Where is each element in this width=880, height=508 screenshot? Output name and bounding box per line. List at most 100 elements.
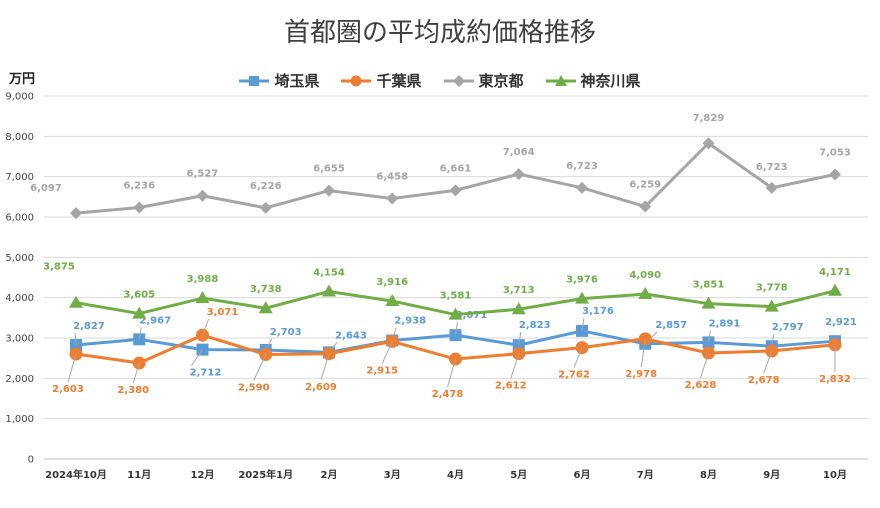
- data-label-leader: [67, 353, 77, 383]
- data-label: 2,938: [394, 316, 426, 327]
- data-label: 3,778: [756, 283, 788, 294]
- data-label-leader: [320, 353, 330, 380]
- data-point-marker: [638, 287, 653, 300]
- data-label: 2,827: [73, 321, 105, 332]
- data-label: 6,226: [250, 181, 282, 192]
- legend-label-saitama: 埼玉県: [274, 72, 320, 90]
- data-label: 6,661: [440, 163, 472, 174]
- data-label: 6,723: [566, 161, 598, 172]
- y-tick-label: 8,000: [5, 132, 34, 143]
- x-tick-label: 9月: [763, 469, 780, 481]
- legend: 埼玉県 千葉県 東京都 神奈川県: [0, 70, 880, 91]
- data-label: 2,628: [685, 380, 717, 391]
- x-tick-label: 2024年10月: [45, 468, 107, 481]
- data-point-marker: [764, 299, 779, 312]
- data-label: 2,712: [190, 368, 222, 379]
- data-label: 3,713: [503, 285, 535, 296]
- data-label: 3,875: [43, 262, 75, 273]
- y-tick-label: 5,000: [5, 253, 34, 264]
- chart-title: 首都圏の平均成約価格推移: [283, 18, 596, 48]
- legend-item-tokyo: 東京都: [443, 70, 524, 91]
- x-tick-label: 6月: [574, 469, 591, 481]
- data-point-marker: [829, 168, 841, 181]
- data-point-marker: [512, 168, 525, 181]
- x-tick-label: 8月: [700, 469, 717, 481]
- data-label: 6,097: [30, 183, 62, 194]
- data-point-marker: [702, 137, 715, 150]
- data-point-marker: [385, 294, 400, 307]
- data-label: 2,797: [772, 322, 804, 333]
- data-label-leader: [763, 350, 773, 374]
- data-point-marker: [448, 307, 463, 320]
- data-label-leader: [518, 332, 522, 346]
- data-point-marker: [575, 291, 589, 304]
- y-tick-label: 6,000: [5, 213, 34, 224]
- data-label: 6,723: [756, 162, 788, 173]
- data-label: 3,851: [693, 280, 725, 291]
- data-label-leader: [700, 352, 709, 379]
- x-tick-label: 4月: [447, 469, 464, 481]
- data-label: 4,090: [629, 270, 661, 281]
- data-label: 6,236: [123, 180, 155, 191]
- data-label: 4,154: [313, 267, 345, 278]
- data-point-marker: [196, 189, 209, 202]
- data-label: 4,171: [819, 267, 851, 278]
- data-label: 2,921: [825, 317, 857, 328]
- data-label-leader: [191, 349, 203, 366]
- y-tick-label: 1,000: [5, 414, 34, 425]
- data-point-marker: [69, 295, 83, 308]
- data-label: 2,967: [139, 315, 171, 326]
- data-label: 2,590: [238, 383, 270, 394]
- y-axis-unit-label: 万円: [9, 72, 36, 87]
- data-point-marker: [133, 201, 146, 214]
- x-tick-label: 2025年1月: [238, 468, 293, 481]
- data-label: 2,823: [519, 320, 551, 331]
- data-label-leader: [640, 338, 646, 367]
- data-label: 7,829: [693, 113, 725, 124]
- data-label: 3,581: [440, 291, 472, 302]
- data-point-marker: [259, 201, 272, 214]
- data-point-marker: [322, 284, 336, 297]
- data-label: 6,527: [187, 169, 219, 180]
- data-label-leader: [74, 332, 77, 346]
- data-point-marker: [132, 306, 147, 319]
- data-label: 3,738: [250, 284, 282, 295]
- legend-marker-saitama: [239, 75, 270, 86]
- data-label-leader: [455, 322, 458, 336]
- x-tick-label: 7月: [637, 469, 654, 481]
- data-label-leader: [132, 362, 140, 384]
- data-label: 2,603: [52, 384, 84, 395]
- data-point-marker: [511, 302, 526, 315]
- data-label: 3,916: [376, 277, 408, 288]
- data-label: 2,478: [432, 389, 464, 400]
- data-point-marker: [576, 181, 588, 194]
- data-label: 3,176: [582, 306, 614, 317]
- legend-marker-tokyo: [443, 74, 474, 87]
- data-label: 2,891: [709, 318, 741, 329]
- data-point-marker: [701, 296, 716, 309]
- data-label: 2,643: [335, 330, 367, 341]
- y-tick-label: 4,000: [5, 293, 34, 304]
- data-label: 3,071: [456, 310, 488, 321]
- data-label-leader: [202, 318, 209, 336]
- data-label-leader: [510, 353, 520, 379]
- data-label: 2,703: [270, 327, 302, 338]
- x-tick-label: 3月: [384, 469, 401, 481]
- data-label: 6,259: [629, 180, 661, 191]
- data-point-marker: [195, 291, 210, 304]
- legend-label-kanagawa: 神奈川県: [580, 72, 641, 90]
- data-label-leader: [447, 358, 456, 388]
- data-point-marker: [323, 184, 335, 197]
- x-tick-label: 10月: [823, 469, 847, 481]
- data-label-leader: [581, 317, 585, 331]
- data-point-marker: [765, 181, 778, 194]
- legend-label-tokyo: 東京都: [478, 72, 524, 90]
- x-tick-label: 5月: [510, 469, 527, 481]
- data-label: 3,605: [123, 290, 155, 301]
- legend-item-saitama: 埼玉県: [239, 70, 319, 91]
- data-label: 2,678: [748, 375, 780, 386]
- data-label-leader: [253, 354, 267, 381]
- legend-item-kanagawa: 神奈川県: [545, 70, 641, 91]
- data-label: 6,655: [313, 164, 345, 175]
